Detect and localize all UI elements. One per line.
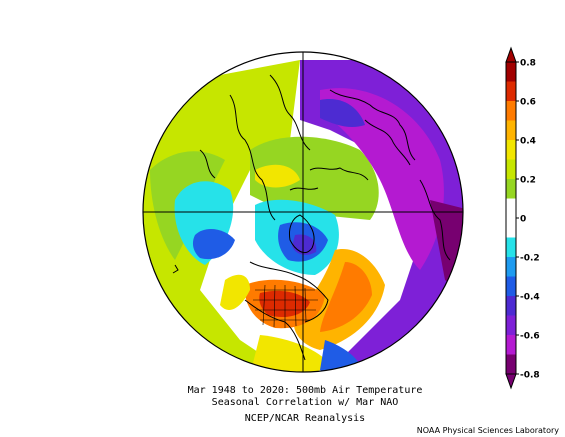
credit-label: NOAA Physical Sciences Laboratory — [416, 426, 559, 435]
colorbar-tick-label: 0.2 — [520, 176, 536, 186]
colorbar-bin — [506, 335, 516, 355]
colorbar-bin — [506, 296, 516, 316]
colorbar-tick-label: 0 — [520, 215, 526, 225]
colorbar-bin — [506, 62, 516, 82]
colorbar-bin — [506, 315, 516, 335]
colorbar-bin — [506, 276, 516, 296]
colorbar-tick-label: 0.4 — [520, 137, 536, 147]
colorbar-bottom-arrow — [505, 373, 517, 390]
colorbar-tick-label: -0.8 — [520, 371, 540, 381]
colorbar-bin — [506, 140, 516, 160]
colorbar-bin — [506, 257, 516, 277]
colorbar-bin — [506, 198, 516, 238]
colorbar-bin — [506, 159, 516, 179]
positive-field-arctic — [250, 136, 379, 220]
colorbar-tick-label: -0.2 — [520, 254, 540, 264]
colorbar: 0.8 0.6 0.4 0.2 0 -0.2 -0.4 -0.6 -0.8 — [505, 46, 540, 390]
colorbar-bin — [506, 354, 516, 374]
colorbar-bin — [506, 179, 516, 199]
colorbar-bin — [506, 101, 516, 121]
title-line2: Seasonal Correlation w/ Mar NAO — [211, 397, 399, 408]
colorbar-tick-label: 0.6 — [520, 98, 536, 108]
colorbar-tick-label: 0.8 — [520, 59, 536, 69]
source-label: NCEP/NCAR Reanalysis — [244, 413, 366, 424]
colorbar-top-arrow — [505, 46, 517, 63]
colorbar-tick-label: -0.4 — [520, 293, 540, 303]
state-borders — [253, 284, 318, 328]
colorbar-bin — [506, 120, 516, 140]
coastlines — [172, 74, 451, 361]
colorbar-bin — [506, 237, 516, 257]
colorbar-tick-label: -0.6 — [520, 332, 540, 342]
colorbar-bin — [506, 81, 516, 101]
title-line1: Mar 1948 to 2020: 500mb Air Temperature — [187, 385, 423, 396]
